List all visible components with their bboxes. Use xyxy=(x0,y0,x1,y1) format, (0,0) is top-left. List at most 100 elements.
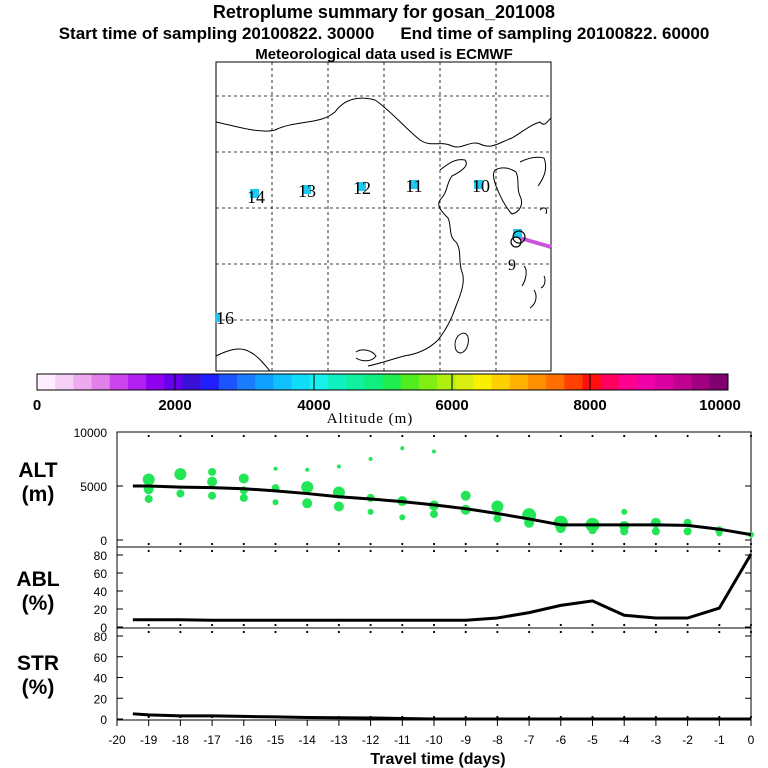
day-dot xyxy=(718,549,721,553)
alt-point xyxy=(336,464,341,469)
colorbar-cell xyxy=(709,374,729,390)
day-dot xyxy=(654,549,658,553)
day-dot xyxy=(686,630,689,634)
day-dot xyxy=(464,549,467,553)
colorbar-tick-4000: 4000 xyxy=(297,397,330,414)
str-ylabel: STR xyxy=(17,652,59,675)
x-tick-label: -7 xyxy=(524,733,535,747)
colorbar-cell xyxy=(309,374,329,390)
colorbar-cell xyxy=(691,374,711,390)
x-tick-label: -11 xyxy=(394,733,411,747)
y-tick-label: 80 xyxy=(94,630,108,644)
day-marker-square-cluster xyxy=(513,229,522,238)
sampling-time-line: Start time of sampling 20100822. 30000 En… xyxy=(0,24,768,44)
y-tick-label: 0 xyxy=(100,621,107,635)
day-dot xyxy=(147,630,150,634)
colorbar-cell xyxy=(127,374,147,390)
day-dot xyxy=(496,623,499,627)
met-data-label: Meteorological data used is ECMWF xyxy=(255,46,513,63)
day-label-12: 12 xyxy=(353,178,371,198)
day-dot xyxy=(749,630,753,634)
alt-point xyxy=(142,473,155,486)
day-dot xyxy=(401,549,404,553)
day-dot xyxy=(211,542,214,546)
day-dot xyxy=(591,542,594,546)
day-dot xyxy=(686,549,689,553)
alt-point xyxy=(651,527,660,536)
x-tick-label: -8 xyxy=(492,733,503,747)
day-marker-square-11 xyxy=(409,180,418,189)
day-dot xyxy=(718,623,721,627)
day-dot xyxy=(528,542,531,546)
alt-point xyxy=(176,489,185,498)
alt-point xyxy=(302,498,313,509)
day-dot xyxy=(401,434,404,438)
alt-point xyxy=(207,476,218,487)
x-tick-label: -19 xyxy=(140,733,158,747)
start-time-label: Start time of sampling 20100822. 30000 xyxy=(58,24,375,43)
colorbar-tick-2000: 2000 xyxy=(158,397,191,414)
y-tick-label: 40 xyxy=(94,585,108,599)
map-gridlines xyxy=(216,62,551,371)
alt-point xyxy=(432,449,436,454)
day-dot xyxy=(242,434,245,438)
x-tick-label: -16 xyxy=(235,733,253,747)
colorbar-cell xyxy=(37,374,56,390)
day-dot xyxy=(147,623,150,627)
alt-point xyxy=(683,527,692,536)
alt-median-line xyxy=(132,484,752,537)
colorbar-cell xyxy=(237,374,256,390)
day-dot xyxy=(211,623,214,627)
colorbar-cell xyxy=(509,374,529,390)
end-time-label: End time of sampling 20100822. 60000 xyxy=(400,24,710,43)
day-dot xyxy=(432,623,436,627)
day-dot xyxy=(464,434,467,438)
day-dot xyxy=(591,623,594,627)
day-dot xyxy=(242,623,245,627)
day-dot xyxy=(718,434,721,438)
colorbar-tick-0: 0 xyxy=(33,397,41,414)
day-dot xyxy=(718,630,721,634)
x-tick-label: -15 xyxy=(267,733,285,747)
colorbar-cell xyxy=(600,374,620,390)
cluster-ring-2 xyxy=(510,236,522,248)
day-dot xyxy=(401,542,404,546)
alt-point xyxy=(400,446,405,451)
day-dot xyxy=(274,630,277,634)
day-dot xyxy=(623,549,626,553)
day-marker-9: 9 xyxy=(508,257,516,274)
day-dot xyxy=(559,549,562,553)
colorbar-cell xyxy=(546,374,565,390)
x-tick-label: -10 xyxy=(425,733,443,747)
x-axis-ticks: -20 -19 -18 -17 -16 -15 -14 -13 -12 -11 -10 -9 -8 -7-… xyxy=(108,720,755,747)
colorbar-cell xyxy=(273,374,293,390)
y-tick-label: 0 xyxy=(100,713,107,727)
day-dot xyxy=(432,434,436,438)
day-dot xyxy=(749,623,753,627)
alt-point xyxy=(305,467,310,472)
y-tick-label: 80 xyxy=(94,549,108,563)
alt-panel: 10000 5000 0 xyxy=(74,426,754,548)
day-dot xyxy=(147,542,150,546)
day-dot xyxy=(654,434,658,438)
colorbar-cell xyxy=(164,374,183,390)
colorbar-tick-8000: 8000 xyxy=(573,397,606,414)
day-dot xyxy=(274,623,277,627)
map-frame xyxy=(215,61,552,372)
x-tick-label: -1 xyxy=(714,733,725,747)
day-dot xyxy=(749,542,753,546)
day-dot xyxy=(623,623,626,627)
alt-point xyxy=(368,457,373,461)
colorbar-cell xyxy=(418,374,438,390)
alt-point xyxy=(239,493,248,502)
day-dot xyxy=(432,542,436,546)
y-tick-label: 40 xyxy=(94,672,108,686)
alt-point xyxy=(621,508,628,515)
day-dot xyxy=(623,542,626,546)
day-dot xyxy=(337,549,340,553)
day-dot xyxy=(337,542,340,546)
colorbar-cell xyxy=(73,374,93,390)
day-dot xyxy=(686,623,689,627)
alt-point xyxy=(588,526,597,535)
alt-point xyxy=(272,499,279,506)
